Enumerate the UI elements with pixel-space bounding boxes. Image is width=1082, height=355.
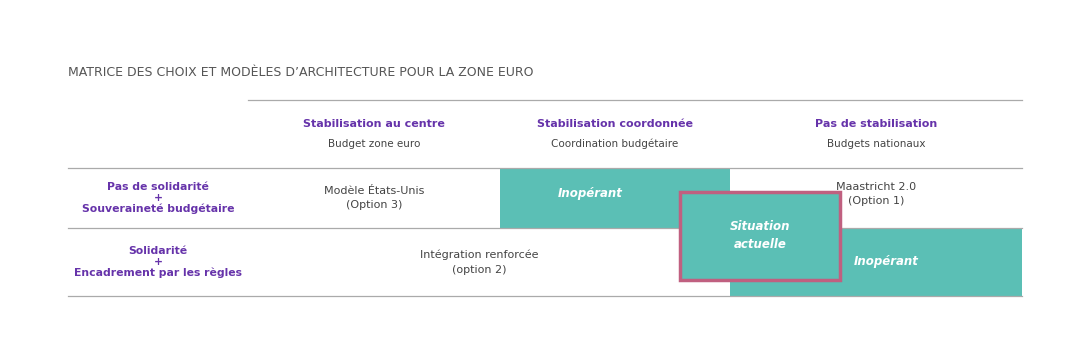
Text: Stabilisation coordonnée: Stabilisation coordonnée bbox=[537, 119, 692, 129]
Text: Budgets nationaux: Budgets nationaux bbox=[827, 139, 925, 149]
Text: Stabilisation au centre: Stabilisation au centre bbox=[303, 119, 445, 129]
Text: Maastricht 2.0
(Option 1): Maastricht 2.0 (Option 1) bbox=[836, 182, 916, 206]
Text: Pas de solidarité: Pas de solidarité bbox=[107, 182, 209, 192]
Text: +: + bbox=[154, 193, 162, 203]
Text: Encadrement par les règles: Encadrement par les règles bbox=[74, 268, 242, 278]
Text: Modèle États-Unis
(Option 3): Modèle États-Unis (Option 3) bbox=[324, 186, 424, 211]
Text: Pas de stabilisation: Pas de stabilisation bbox=[815, 119, 937, 129]
Text: MATRICE DES CHOIX ET MODÈLES D’ARCHITECTURE POUR LA ZONE EURO: MATRICE DES CHOIX ET MODÈLES D’ARCHITECT… bbox=[68, 66, 533, 78]
Text: +: + bbox=[154, 257, 162, 267]
Bar bbox=[730, 228, 1022, 296]
Text: Inopérant: Inopérant bbox=[557, 187, 622, 201]
Bar bbox=[500, 168, 730, 228]
Text: Coordination budgétaire: Coordination budgétaire bbox=[552, 139, 678, 149]
Text: Inopérant: Inopérant bbox=[854, 256, 919, 268]
Bar bbox=[679, 192, 840, 280]
Text: Intégration renforcée
(option 2): Intégration renforcée (option 2) bbox=[420, 249, 538, 275]
Text: Situation
actuelle: Situation actuelle bbox=[729, 220, 790, 251]
Text: Solidarité: Solidarité bbox=[129, 246, 187, 256]
Text: Budget zone euro: Budget zone euro bbox=[328, 139, 420, 149]
Text: Souveraineté budgétaire: Souveraineté budgétaire bbox=[82, 204, 234, 214]
